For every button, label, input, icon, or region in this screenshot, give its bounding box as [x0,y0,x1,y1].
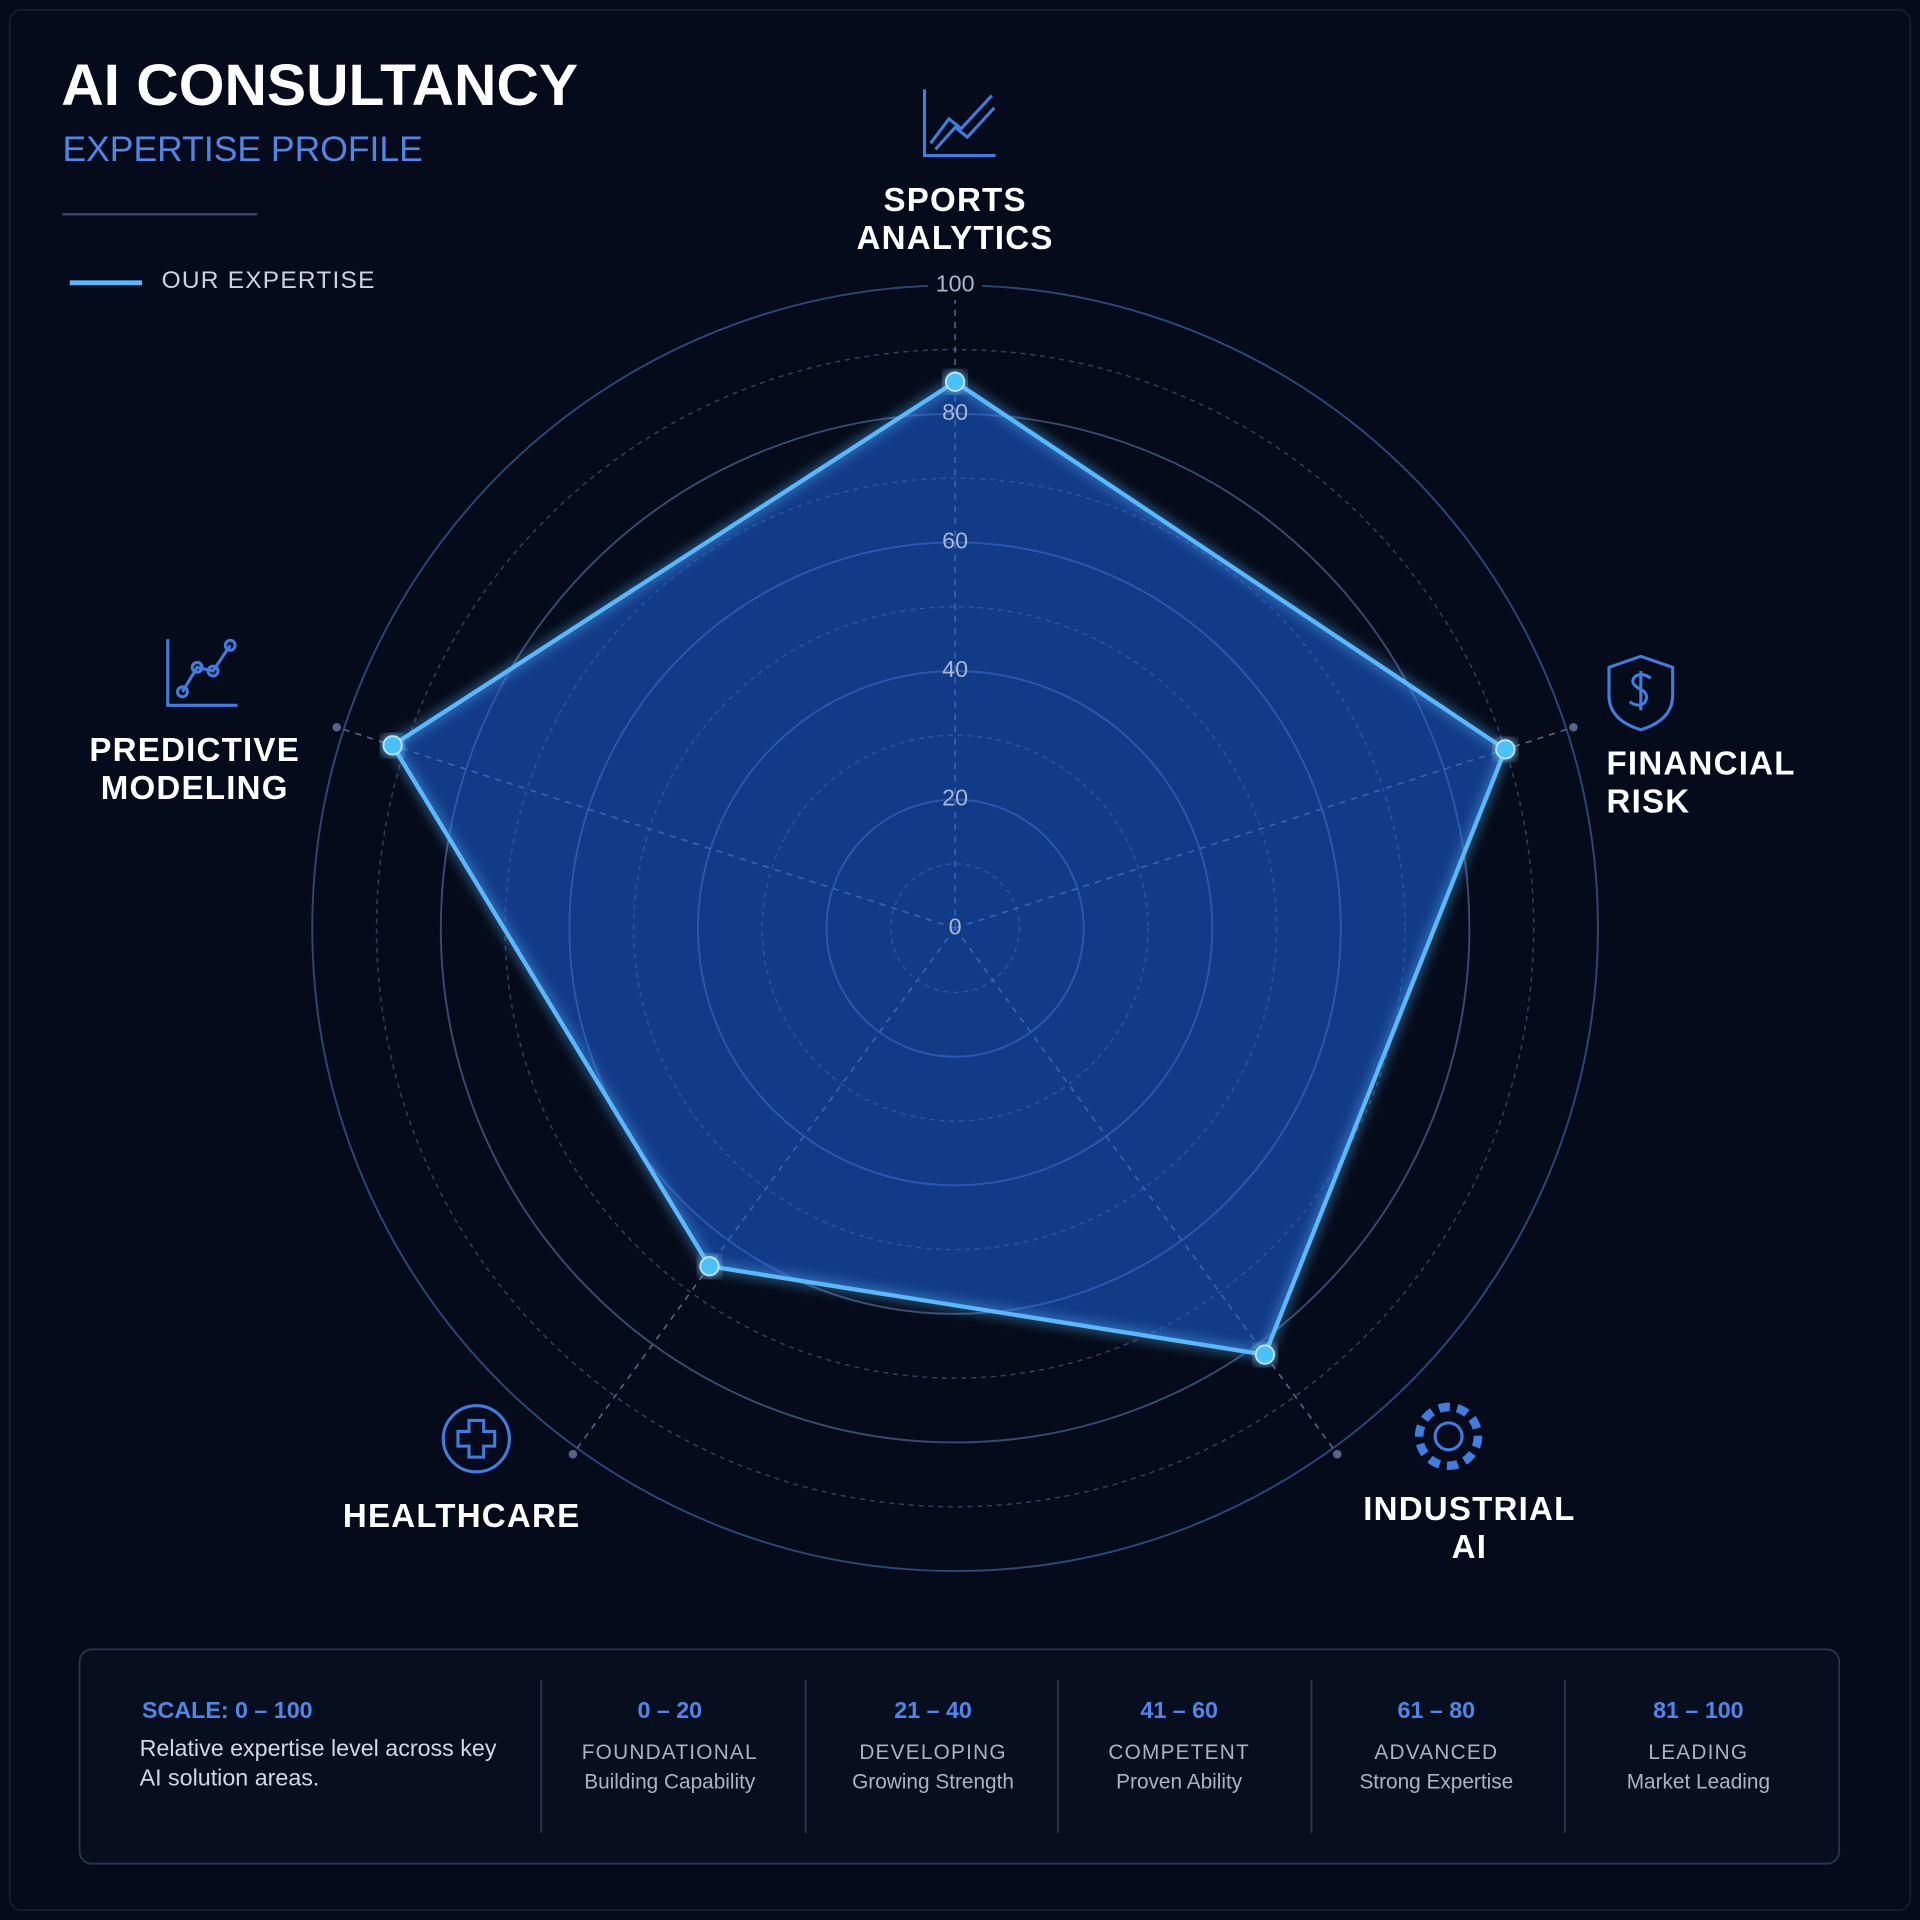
icon-predictive [166,639,238,707]
tick-label-bg [928,270,983,300]
icon-dot [176,685,189,699]
icon-sports [922,89,996,158]
data-point [1495,739,1516,760]
r-tick-label: 80 [942,399,968,425]
axis-spoke [954,927,1338,1455]
icon-finance [1607,654,1675,732]
data-point [1254,1344,1276,1365]
band-desc: Market Leading [1627,1770,1770,1793]
icon-health-cross [456,1418,497,1459]
band-range: 81 – 100 [1653,1697,1744,1723]
axis-end-dot [1332,1449,1342,1459]
band-range: 41 – 60 [1140,1697,1218,1723]
band-level: COMPETENT [1108,1741,1250,1764]
category-label: INDUSTRIAL AI [1363,1491,1575,1566]
r-tick-label: 40 [942,656,968,682]
scale-title: SCALE: 0 – 100 [142,1697,313,1723]
axis-end-dot [1569,722,1578,732]
title: AI CONSULTANCY [61,53,578,118]
category-label-line: FINANCIAL [1607,745,1796,782]
icon-health [441,1404,511,1474]
series-area [392,381,1506,1355]
icon-dot [223,638,237,652]
subtitle: EXPERTISE PROFILE [62,129,422,169]
band-range: 61 – 80 [1398,1697,1476,1723]
category-label-line: SPORTS [883,182,1026,219]
data-point [382,735,403,756]
r-tick-label: 60 [942,528,968,554]
axis-spoke [572,927,956,1455]
data-point [699,1256,720,1277]
legend-label: OUR EXPERTISE [162,267,376,294]
band-desc: Strong Expertise [1359,1770,1513,1793]
category-label: HEALTHCARE [343,1498,580,1535]
scale-panel [78,1648,1841,1865]
scale-desc-box: Relative expertise level across key AI s… [139,1736,497,1792]
band-level: LEADING [1648,1741,1748,1764]
series-line [390,379,1508,1357]
icon-gear [1414,1402,1483,1470]
r-tick-label: 20 [942,785,968,811]
band-range: 0 – 20 [637,1697,702,1723]
category-label-line: INDUSTRIAL [1363,1491,1575,1528]
category-label-line: ANALYTICS [857,220,1054,257]
category-label-line: AI [1452,1529,1488,1566]
axis-end-dot [568,1449,578,1459]
axis-end-dot [332,722,342,732]
band-level: ADVANCED [1374,1741,1498,1764]
band-range: 21 – 40 [894,1697,972,1723]
category-label: FINANCIAL RISK [1607,745,1796,820]
r-tick-label: 0 [949,913,962,939]
r-tick-label: 100 [936,270,975,296]
icon-dot [190,660,204,674]
band-desc: Building Capability [584,1770,756,1793]
icon-gear-hub [1433,1421,1464,1452]
band-desc: Proven Ability [1116,1770,1243,1793]
scale-bands: 0 – 20 FOUNDATIONAL Building Capability 21 … [540,1680,1770,1834]
scale-description: Relative expertise level across key AI s… [139,1736,497,1792]
icons [166,89,1675,1474]
band-level: DEVELOPING [859,1741,1006,1764]
category-label: SPORTS ANALYTICS [857,182,1054,257]
band-level: FOUNDATIONAL [582,1741,758,1764]
category-label: PREDICTIVE MODELING [89,732,300,807]
category-label-line: PREDICTIVE [89,732,300,769]
category-label-line: MODELING [101,770,289,807]
frame [8,8,1912,1912]
band-desc: Growing Strength [852,1770,1014,1793]
icon-dot [206,664,220,678]
data-point [945,371,966,392]
plot: 0 20 40 60 80 100 [382,270,1516,1365]
category-label-line: RISK [1607,783,1691,820]
